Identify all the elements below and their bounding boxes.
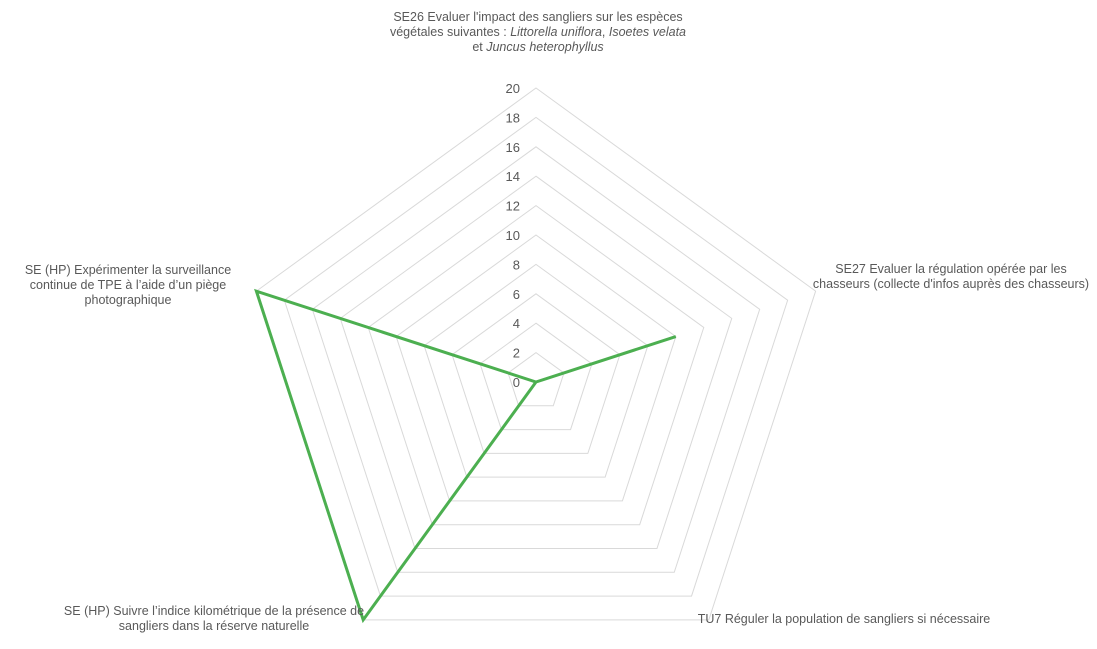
axis-label-italic-part: Littorella uniflora <box>510 25 602 39</box>
axis-label-part: , <box>601 25 609 39</box>
gridline-8 <box>423 263 649 478</box>
axis-label-part: SE27 Evaluer la régulation opérée par le… <box>812 262 1090 291</box>
axis-label: SE26 Evaluer l'impact des sangliers sur … <box>388 10 688 55</box>
gridline-14 <box>339 175 733 549</box>
tick-label: 12 <box>506 199 520 214</box>
gridline-12 <box>367 204 705 526</box>
axis-label: SE27 Evaluer la régulation opérée par le… <box>806 262 1096 292</box>
tick-label: 4 <box>513 316 520 331</box>
axis-label-part: SE (HP) Expérimenter la surveillance con… <box>24 263 232 307</box>
series-line <box>254 288 677 624</box>
axis-label-part: SE (HP) Suivre l’indice kilométrique de … <box>63 604 365 633</box>
tick-label: 8 <box>513 257 520 272</box>
gridline-16 <box>311 146 761 573</box>
tick-label: 16 <box>506 140 520 155</box>
gridline-20 <box>255 87 817 621</box>
axis-label-part: SE26 Evaluer l'impact des sangliers sur … <box>389 10 683 39</box>
axis-label-part: et <box>472 40 487 54</box>
tick-label: 18 <box>506 110 520 125</box>
gridline-6 <box>451 293 621 454</box>
axis-label-italic-part: Isoetes velata <box>608 25 687 39</box>
axis-label: SE (HP) Suivre l’indice kilométrique de … <box>62 604 366 634</box>
tick-label: 6 <box>513 287 520 302</box>
gridline-10 <box>395 234 677 502</box>
gridline-4 <box>479 322 593 431</box>
gridline-18 <box>283 116 789 597</box>
tick-label: 2 <box>513 346 520 361</box>
axis-label: TU7 Réguler la population de sangliers s… <box>694 612 994 627</box>
tick-label: 14 <box>506 169 520 184</box>
axis-label: SE (HP) Expérimenter la surveillance con… <box>2 263 254 308</box>
tick-label: 10 <box>506 228 520 243</box>
axis-label-italic-part: Juncus heterophyllus <box>486 40 604 54</box>
gridline-2 <box>507 351 565 407</box>
tick-label: 0 <box>513 375 520 390</box>
tick-label: 20 <box>506 81 520 96</box>
axis-label-part: TU7 Réguler la population de sangliers s… <box>697 612 991 626</box>
